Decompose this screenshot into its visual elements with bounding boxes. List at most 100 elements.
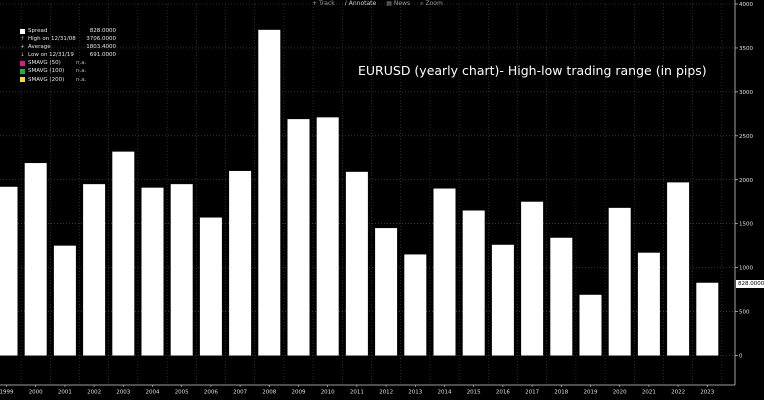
legend-value: 828.0000 [89, 28, 116, 34]
toolbar-label: Zoom [425, 0, 443, 7]
y-tick-label: 3000 [739, 90, 753, 96]
x-tick-label: 2016 [496, 390, 510, 396]
x-tick-label: 2022 [671, 390, 685, 396]
last-value-tag: 828.0000 [736, 280, 764, 288]
legend-label: SMAVG (50) [28, 60, 61, 67]
bar-2008 [258, 29, 281, 356]
legend-value: 691.0000 [89, 52, 116, 59]
news-icon: ▤ [386, 0, 392, 7]
bar-2020 [608, 207, 631, 356]
bar-2006 [199, 217, 222, 356]
x-tick-label: 2000 [29, 390, 43, 396]
legend-row: SMAVG (200) n.a. [20, 76, 116, 84]
y-tick-label: 2500 [739, 134, 753, 140]
toolbar-track-button[interactable]: + Track [312, 0, 335, 7]
x-tick-label: 2005 [175, 390, 189, 396]
bar-2018 [550, 237, 573, 356]
x-tick-label: 2014 [438, 390, 452, 396]
x-tick-label: 2023 [700, 390, 714, 396]
bar-2012 [375, 228, 398, 356]
x-tick-label: 2008 [262, 390, 276, 396]
legend-row: SMAVG (50) n.a. [20, 59, 116, 67]
bar-2010 [316, 117, 339, 356]
toolbar-label: News [393, 0, 411, 7]
y-tick-label: 2000 [739, 178, 753, 184]
y-tick-label: 1000 [739, 266, 753, 272]
bar-1999 [0, 186, 18, 356]
legend-row: + Average 1803.4000 [20, 43, 116, 51]
legend-swatch [20, 28, 25, 34]
bar-2016 [491, 244, 514, 356]
legend-row: SMAVG (100) n.a. [20, 67, 116, 75]
legend-label: Low on 12/31/19 [28, 52, 74, 59]
bar-2009 [287, 119, 310, 356]
legend-row: Spread 828.0000 [20, 27, 116, 35]
x-tick-label: 2017 [525, 390, 539, 396]
annotate-icon: ∕ [344, 0, 347, 7]
bar-2003 [112, 151, 135, 356]
bar-2001 [53, 245, 76, 356]
chart-legend: Spread 828.0000 ↑ High on 12/31/08 3706.0000… [20, 27, 116, 84]
legend-value: n.a. [76, 60, 87, 67]
x-tick-label: 2007 [233, 390, 247, 396]
axes: 0 500 1000 1500 2000 2500 3000 3500 4000 1999 2000… [0, 0, 753, 396]
bar-2011 [345, 171, 368, 356]
chart-title: EURUSD (yearly chart)- High-low trading … [358, 63, 707, 78]
x-tick-label: 2018 [554, 390, 568, 396]
bar-2005 [170, 184, 193, 356]
x-tick-label: 2002 [87, 390, 101, 396]
toolbar-zoom-button[interactable]: ⌕ Zoom [420, 0, 443, 7]
legend-swatch [20, 69, 25, 75]
bar-2000 [24, 163, 47, 356]
x-tick-label: 2019 [584, 390, 598, 396]
bar-2013 [404, 254, 427, 356]
y-tick-label: 4000 [739, 2, 753, 8]
bar-2017 [521, 201, 544, 356]
legend-swatch [20, 77, 25, 83]
legend-label: Spread [28, 28, 48, 34]
bar-series-spread [0, 29, 719, 356]
x-tick-label: 1999 [0, 390, 14, 396]
legend-row: ↓ Low on 12/31/19 691.0000 [20, 51, 116, 59]
x-tick-label: 2013 [408, 390, 422, 396]
toolbar-news-button[interactable]: ▤ News [386, 0, 410, 7]
bar-2022 [667, 182, 690, 356]
bar-2007 [229, 170, 252, 356]
legend-value: n.a. [76, 76, 87, 83]
zoom-icon: ⌕ [420, 0, 424, 7]
bar-2015 [462, 210, 485, 356]
legend-value: n.a. [76, 68, 87, 75]
toolbar-annotate-button[interactable]: ∕ Annotate [345, 0, 377, 7]
legend-swatch [20, 60, 25, 66]
bar-2002 [83, 184, 106, 356]
legend-label: SMAVG (200) [28, 76, 65, 83]
bar-2019 [579, 294, 602, 356]
x-tick-label: 2010 [321, 390, 335, 396]
bar-2023 [696, 282, 719, 356]
x-tick-label: 2004 [146, 390, 160, 396]
y-tick-label: 3500 [739, 46, 753, 52]
y-tick-label: 1500 [739, 222, 753, 228]
legend-label: SMAVG (100) [28, 68, 65, 75]
bar-2014 [433, 188, 456, 356]
chart-toolbar: + Track ∕ Annotate ▤ News ⌕ Zoom [312, 0, 443, 7]
track-icon: + [312, 0, 318, 7]
x-tick-label: 2020 [613, 390, 627, 396]
y-tick-label: 0 [739, 354, 743, 360]
x-tick-label: 2011 [350, 390, 364, 396]
low-icon: ↓ [20, 52, 25, 59]
bar-2004 [141, 187, 164, 356]
x-tick-label: 2012 [379, 390, 393, 396]
toolbar-label: Annotate [348, 0, 377, 7]
legend-label: High on 12/31/08 [28, 36, 76, 43]
toolbar-label: Track [319, 0, 335, 7]
x-tick-label: 2009 [292, 390, 306, 396]
y-tick-label: 500 [739, 310, 750, 316]
x-tick-label: 2021 [642, 390, 656, 396]
x-tick-label: 2001 [58, 390, 72, 396]
x-tick-label: 2006 [204, 390, 218, 396]
legend-label: Average [28, 44, 51, 51]
x-tick-label: 2015 [467, 390, 481, 396]
bar-2021 [637, 252, 660, 356]
